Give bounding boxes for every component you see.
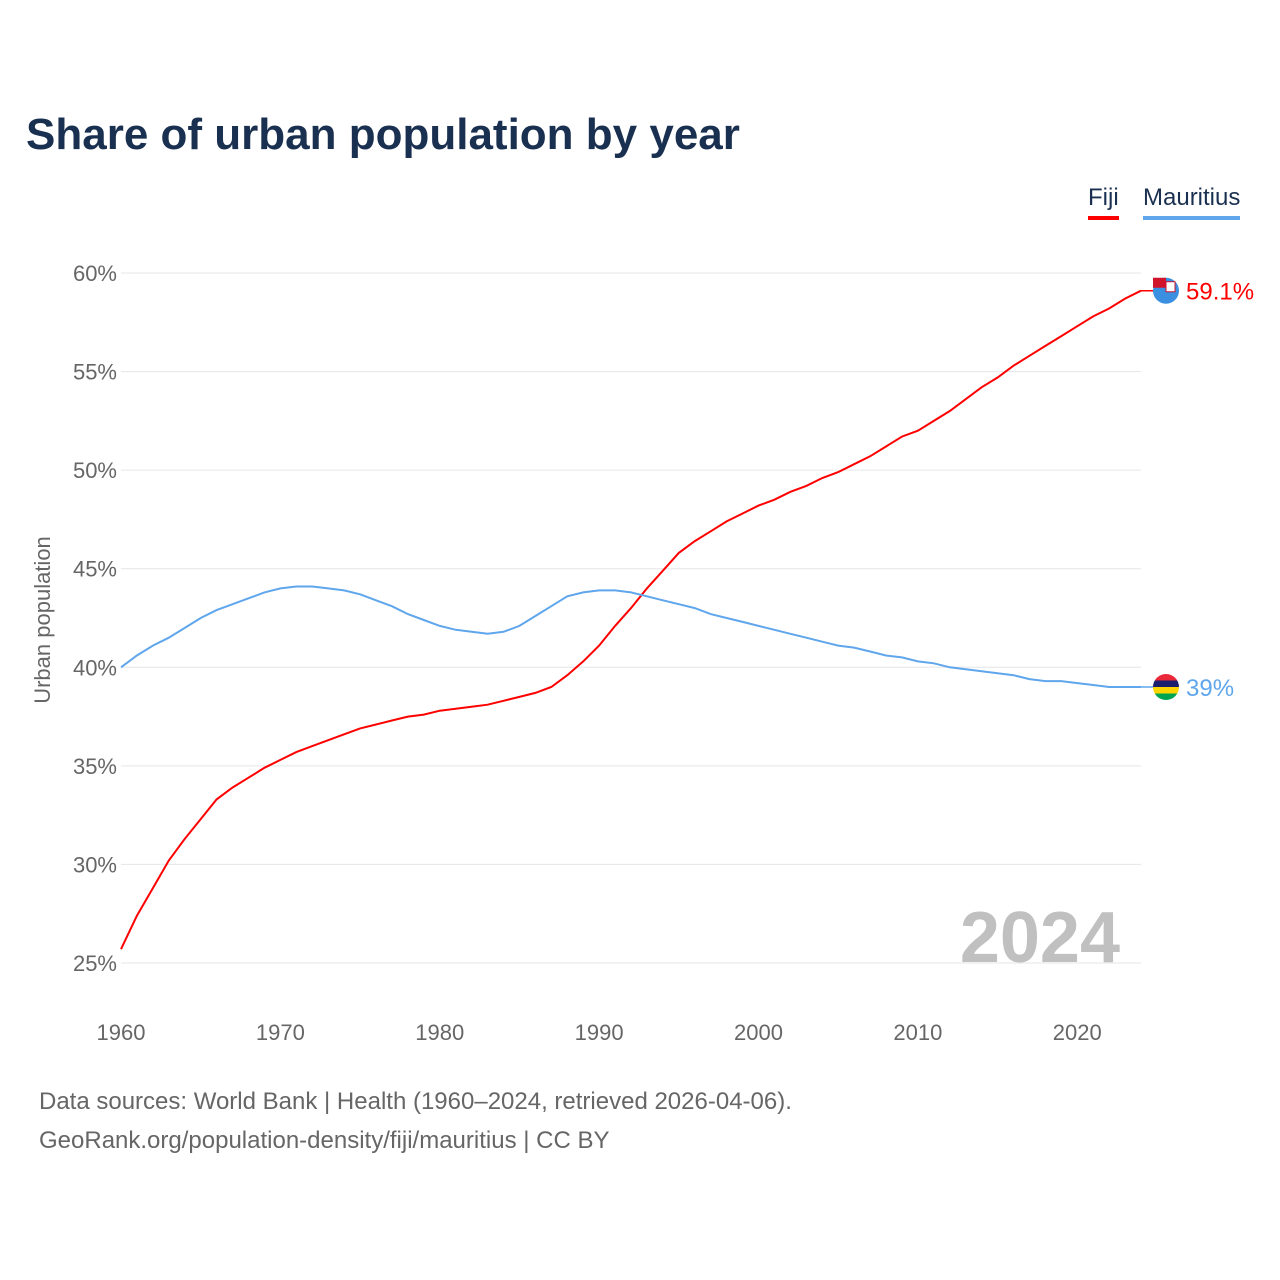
y-tick-label: 40% [73, 655, 117, 680]
end-value-label-mauritius: 39% [1186, 675, 1234, 702]
y-tick-label: 55% [73, 360, 117, 385]
y-tick-label: 50% [73, 458, 117, 483]
flag-icon-mauritius [1153, 674, 1179, 700]
y-axis-label: Urban population [30, 536, 55, 704]
series-line-fiji [120, 289, 1142, 950]
chart-title: Share of urban population by year [26, 110, 740, 159]
flag-mauritius-stripe [1153, 687, 1179, 694]
y-tick-label: 35% [73, 754, 117, 779]
x-tick-label: 1980 [415, 1020, 464, 1045]
y-tick-label: 30% [73, 852, 117, 877]
year-watermark: 2024 [960, 898, 1120, 978]
x-tick-label: 2020 [1053, 1020, 1102, 1045]
x-tick-label: 2000 [734, 1020, 783, 1045]
flag-fiji-union [1153, 277, 1166, 288]
y-tick-label: 25% [73, 951, 117, 976]
flag-mauritius-stripe [1153, 680, 1179, 687]
legend-item-fiji[interactable]: Fiji [1088, 184, 1119, 220]
y-tick-label: 45% [73, 557, 117, 582]
x-tick-label: 1970 [256, 1020, 305, 1045]
flag-mauritius-stripe [1153, 693, 1179, 700]
data-source-note: Data sources: World Bank | Health (1960–… [39, 1088, 792, 1115]
end-value-label-fiji: 59.1% [1186, 279, 1254, 306]
y-tick-label: 60% [73, 261, 117, 286]
x-tick-label: 1990 [575, 1020, 624, 1045]
x-tick-label: 1960 [97, 1020, 146, 1045]
legend-item-mauritius[interactable]: Mauritius [1143, 184, 1241, 220]
series-line-mauritius [120, 585, 1141, 688]
flag-mauritius-stripe [1153, 674, 1179, 681]
flag-fiji-shield [1165, 281, 1176, 293]
x-tick-label: 2010 [893, 1020, 942, 1045]
source-link[interactable]: GeoRank.org/population-density/fiji/maur… [39, 1127, 610, 1154]
flag-icon-fiji [1153, 277, 1179, 304]
